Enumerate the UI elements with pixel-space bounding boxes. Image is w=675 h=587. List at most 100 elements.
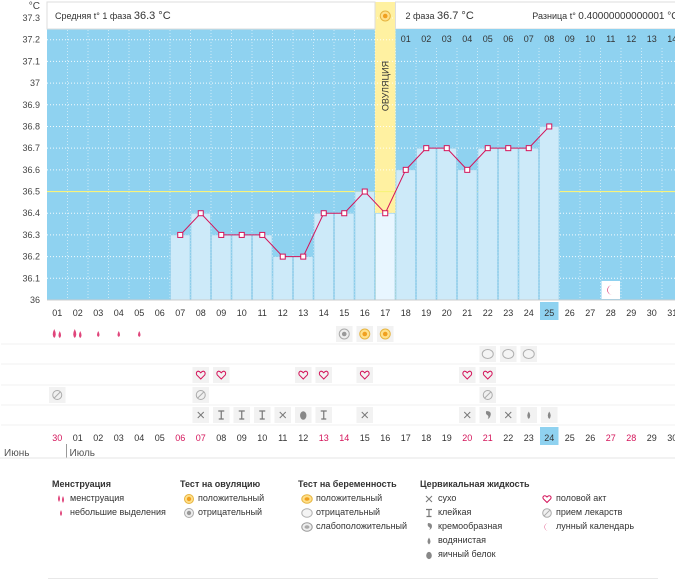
phase2-day-label: 13 xyxy=(647,34,657,44)
legend-item-creamy: кремообразная xyxy=(420,519,530,533)
cycle-day-label: 12 xyxy=(278,308,288,318)
phase2-day-label: 03 xyxy=(442,34,452,44)
y-tick-label: 36.3 xyxy=(22,230,40,240)
calendar-date-label: 09 xyxy=(237,433,247,443)
heart-icon xyxy=(538,492,556,506)
blood-drop-icon xyxy=(79,331,82,338)
y-tick-label: 37.1 xyxy=(22,56,40,66)
phase2-day-label: 05 xyxy=(483,34,493,44)
cycle-day-label: 04 xyxy=(114,308,124,318)
temp-point xyxy=(525,145,532,152)
temp-point xyxy=(361,188,368,195)
heart-icon xyxy=(318,370,329,380)
dry-icon xyxy=(197,411,205,419)
legend-menstruation: Менструация менструация небольшие выделе… xyxy=(52,478,166,519)
phase1-label: Средняя t° 1 фаза xyxy=(55,11,134,21)
header-phase2: 2 фаза 36.7 °C xyxy=(406,10,474,22)
calendar-date-label: 11 xyxy=(278,433,287,443)
phase2-day-label: 11 xyxy=(606,34,615,44)
dry-icon xyxy=(504,411,512,419)
y-axis-label: °C xyxy=(29,1,40,12)
watery-icon xyxy=(527,411,531,419)
heart-icon xyxy=(195,370,206,380)
legend-pregnancy-test: Тест на беременность положительный отриц… xyxy=(298,478,407,533)
phase2-value: 36.7 °C xyxy=(437,10,474,22)
temp-point xyxy=(382,210,389,217)
diff-value: 0.40000000000001 °C xyxy=(578,11,675,22)
phase2-day-label: 12 xyxy=(626,34,636,44)
cycle-day-label: 21 xyxy=(462,308,472,318)
calendar-date-label: 24 xyxy=(544,433,554,443)
cycle-day-label: 26 xyxy=(565,308,575,318)
legend-item-menstruation: менструация xyxy=(52,491,166,505)
phase2-day-label: 09 xyxy=(565,34,575,44)
blood-drop-icon xyxy=(52,492,70,506)
cycle-day-label: 14 xyxy=(319,308,329,318)
ovulation-label: ОВУЛЯЦИЯ xyxy=(380,61,390,111)
y-tick-label: 36.7 xyxy=(22,143,40,153)
sticky-icon xyxy=(218,410,225,420)
temp-bar xyxy=(231,234,252,301)
legend-item-pregnancy-weak: слабоположительный xyxy=(298,519,407,533)
cycle-day-label: 31 xyxy=(667,308,675,318)
calendar-date-label: 06 xyxy=(175,433,185,443)
pregnancy-negative-icon xyxy=(522,349,535,359)
header-diff: Разница t° 0.40000000000001 °C xyxy=(532,11,675,22)
y-tick-label: 36.9 xyxy=(22,100,40,110)
pregnancy-weak-icon xyxy=(298,520,316,534)
legend-item-lunar: лунный календарь xyxy=(538,519,634,533)
legend-other: половой акт прием лекарств лунный календ… xyxy=(538,478,634,533)
legend-label: положительный xyxy=(316,493,383,503)
calendar-date-label: 22 xyxy=(503,433,513,443)
calendar-date-label: 03 xyxy=(114,433,124,443)
creamy-icon xyxy=(420,520,438,534)
eggwhite-icon xyxy=(420,548,438,562)
current-date-highlight xyxy=(540,427,559,445)
cycle-day-label: 10 xyxy=(237,308,247,318)
legend-item-dry: сухо xyxy=(420,491,530,505)
indicator-cell xyxy=(479,367,496,383)
legend-item-sticky: клейкая xyxy=(420,505,530,519)
legend-label: яичный белок xyxy=(438,549,496,559)
phase2-day-strip xyxy=(395,29,675,47)
calendar-date-label: 19 xyxy=(442,433,452,443)
calendar-date-label: 26 xyxy=(585,433,595,443)
y-tick-label: 37.3 xyxy=(22,13,40,23)
heart-icon xyxy=(482,370,493,380)
temp-bar xyxy=(498,147,519,301)
cycle-day-label: 16 xyxy=(360,308,370,318)
legend-item-ovulation-negative: отрицательный xyxy=(180,505,264,519)
dry-icon xyxy=(361,411,369,419)
cycle-day-label: 25 xyxy=(544,308,554,318)
temp-bar xyxy=(252,234,273,301)
ovulation-positive-core xyxy=(362,331,368,337)
temp-point xyxy=(300,253,307,260)
temp-bar xyxy=(313,212,334,301)
watery-icon xyxy=(547,411,551,419)
calendar-date-label: 30 xyxy=(667,433,675,443)
legend-label: отрицательный xyxy=(316,507,381,517)
ovulation-negative-icon xyxy=(180,506,198,520)
ovulation-positive-icon xyxy=(180,492,198,506)
calendar-date-label: 27 xyxy=(606,433,616,443)
cycle-day-label: 02 xyxy=(73,308,83,318)
y-tick-label: 37 xyxy=(30,78,40,88)
calendar-date-label: 28 xyxy=(626,433,636,443)
temp-point xyxy=(423,145,430,152)
y-tick-label: 37.2 xyxy=(22,35,40,45)
legend-cervical-title: Цервикальная жидкость xyxy=(420,479,530,489)
sticky-icon xyxy=(259,410,266,420)
legend-menstruation-title: Менструация xyxy=(52,479,111,489)
ovulation-negative-core xyxy=(341,331,347,337)
legend-item-ovulation-positive: положительный xyxy=(180,491,264,505)
cycle-day-label: 19 xyxy=(421,308,431,318)
legend-item-eggwhite: яичный белок xyxy=(420,547,530,561)
y-tick-label: 36 xyxy=(30,295,40,305)
cycle-day-label: 05 xyxy=(134,308,144,318)
cycle-day-label: 28 xyxy=(606,308,616,318)
temp-point xyxy=(402,166,409,173)
small-drop-icon xyxy=(97,331,100,337)
calendar-date-label: 05 xyxy=(155,433,165,443)
heart-icon xyxy=(216,370,227,380)
temp-bar xyxy=(190,212,211,301)
